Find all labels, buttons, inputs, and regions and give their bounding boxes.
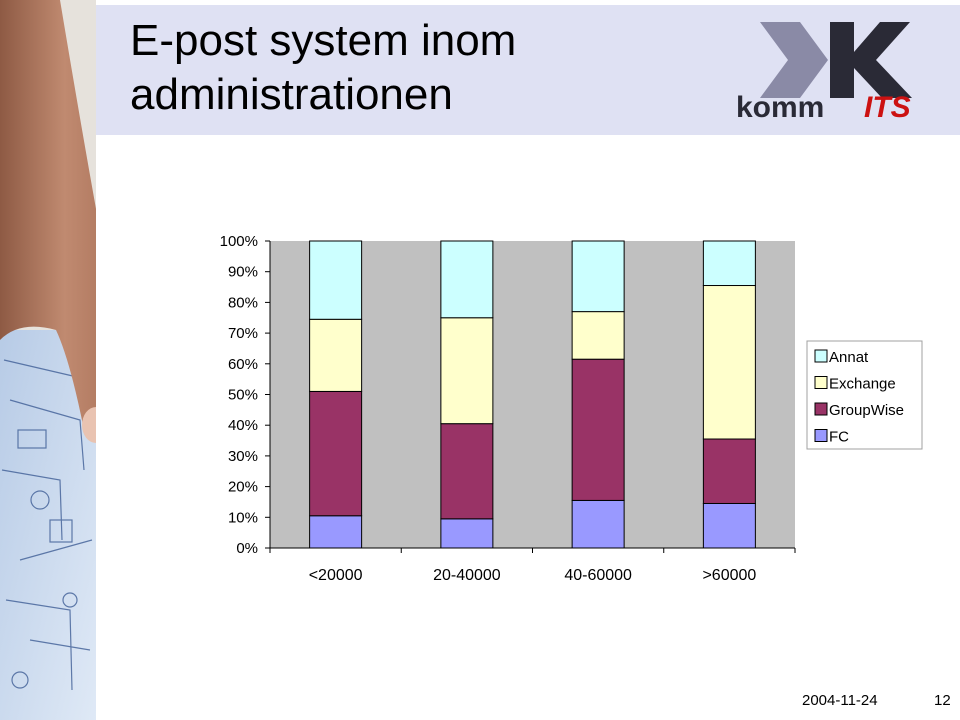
bar-segment-fc	[702, 502, 756, 549]
legend-swatch-fc	[814, 429, 828, 442]
slide-title: E-post system inom administrationen	[130, 16, 517, 119]
bar-segment-annat	[702, 240, 756, 287]
bar-segment-groupwise	[702, 438, 756, 504]
y-tick-label: 30%	[228, 448, 258, 465]
footer-date: 2004-11-24	[802, 692, 878, 709]
legend-label-exchange: Exchange	[829, 376, 896, 393]
bar-segment-exchange	[702, 285, 756, 440]
bar-segment-annat	[309, 240, 363, 320]
bar-segment-annat	[571, 240, 625, 313]
page-number: 12	[934, 692, 951, 709]
y-tick-label: 20%	[228, 479, 258, 496]
bar-segment-exchange	[309, 318, 363, 392]
bar-segment-exchange	[440, 317, 494, 425]
logo-text-komm: komm	[736, 91, 824, 124]
y-tick-label: 70%	[228, 325, 258, 342]
x-category-label: 40-60000	[564, 567, 632, 584]
legend-swatch-groupwise	[814, 402, 828, 416]
y-tick-label: 90%	[228, 264, 258, 281]
y-tick-label: 50%	[228, 387, 258, 404]
x-category-label: <20000	[309, 567, 363, 584]
bar-segment-groupwise	[571, 358, 625, 501]
legend-label-annat: Annat	[829, 349, 869, 366]
y-tick-label: 10%	[228, 509, 258, 526]
y-tick-label: 100%	[220, 233, 258, 250]
x-category-label: >60000	[702, 567, 756, 584]
hand-photo	[0, 0, 96, 720]
y-tick-label: 0%	[236, 540, 258, 557]
kommits-logo: komm ITS	[736, 22, 912, 124]
bar-segment-fc	[440, 518, 494, 549]
legend-label-fc: FC	[829, 429, 849, 446]
legend-label-groupwise: GroupWise	[829, 402, 904, 419]
logo-text-its: ITS	[864, 91, 911, 124]
bar-segment-annat	[440, 240, 494, 319]
bar-segment-groupwise	[440, 423, 494, 520]
bar-segment-exchange	[571, 311, 625, 360]
bar-segment-fc	[309, 515, 363, 549]
x-category-label: 20-40000	[433, 567, 501, 584]
y-tick-label: 80%	[228, 294, 258, 311]
y-tick-label: 60%	[228, 356, 258, 373]
legend-swatch-annat	[814, 349, 828, 363]
y-tick-label: 40%	[228, 417, 258, 434]
bar-segment-fc	[571, 499, 625, 549]
legend-swatch-exchange	[814, 376, 828, 389]
bar-segment-groupwise	[309, 390, 363, 517]
